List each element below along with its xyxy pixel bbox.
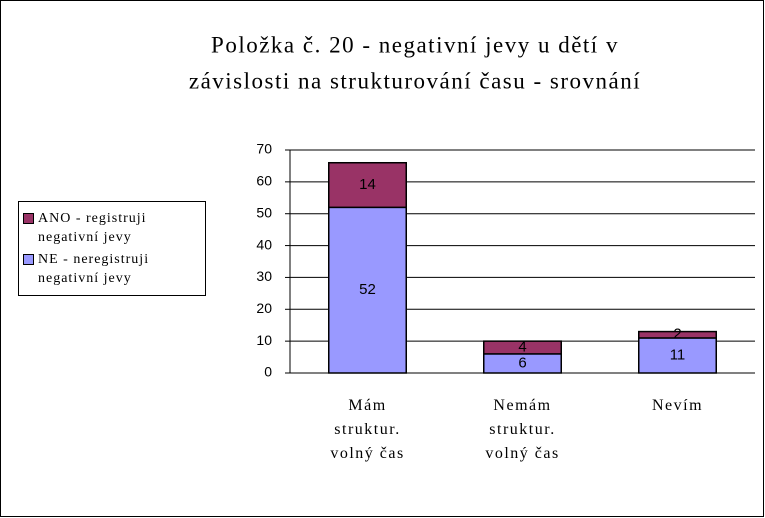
- bar-segment: [483, 340, 562, 355]
- x-tick-label: Nemám struktur. volný čas: [485, 397, 559, 462]
- data-label: 11: [670, 346, 686, 363]
- x-tick-label-line: struktur.: [489, 421, 555, 438]
- x-tick-label-line: volný čas: [485, 445, 559, 462]
- y-tick-label: 40: [256, 236, 272, 252]
- y-tick-label: 70: [256, 141, 272, 157]
- legend-item: NE - neregistruji negativní jevy: [23, 250, 205, 288]
- y-tick-label: 10: [256, 332, 272, 348]
- y-tick-label: 0: [264, 364, 272, 380]
- x-tick-label: Nevím: [652, 397, 703, 414]
- y-tick-label: 60: [256, 173, 272, 189]
- bar-segment: [328, 206, 407, 374]
- x-tick-label-line: Nemám: [493, 397, 551, 414]
- x-tick-label-line: Mám: [348, 397, 386, 414]
- x-tick-label: Mám struktur. volný čas: [330, 397, 404, 462]
- chart-title: Položka č. 20 - negativní jevy u dětí v: [211, 32, 619, 57]
- x-tick-label-line: struktur.: [334, 421, 400, 438]
- x-tick-label-line: Nevím: [652, 397, 703, 414]
- legend-label: NE - neregistruji negativní jevy: [38, 252, 150, 286]
- data-label: 4: [518, 338, 526, 355]
- legend-label: ANO - registruji negativní jevy: [38, 211, 147, 245]
- legend: ANO - registruji negativní jevy NE - nere…: [18, 201, 206, 296]
- data-label: 52: [359, 281, 376, 298]
- y-tick-label: 50: [256, 204, 272, 220]
- x-tick-label-line: volný čas: [330, 445, 404, 462]
- data-label: 6: [518, 354, 526, 371]
- legend-item: ANO - registruji negativní jevy: [23, 209, 205, 247]
- bar-segment: [328, 161, 407, 209]
- y-tick-label: 20: [256, 300, 272, 316]
- bar-segment: [638, 330, 717, 339]
- legend-swatch: [23, 213, 34, 224]
- legend-swatch: [23, 254, 34, 265]
- y-tick-label: 30: [256, 268, 272, 284]
- chart-title: závislosti na strukturování času - srovn…: [189, 68, 641, 93]
- data-label: 2: [673, 326, 681, 343]
- bar-segment: [638, 337, 717, 374]
- data-label: 14: [359, 176, 376, 193]
